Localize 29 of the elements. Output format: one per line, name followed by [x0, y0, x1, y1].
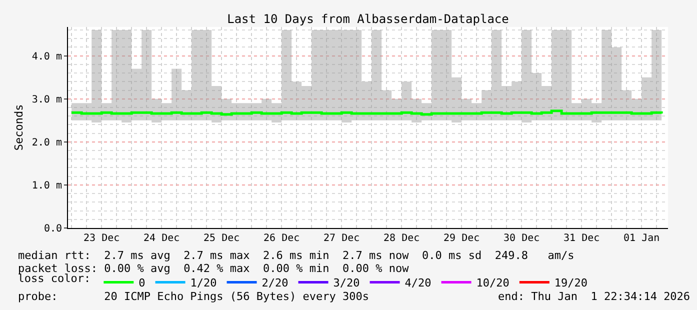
x-tick-label: 01 Jan: [624, 233, 660, 244]
x-tick-label: 30 Dec: [504, 233, 540, 244]
text: end: Thu Jan 1 22:34:14 2026: [498, 290, 690, 303]
y-tick-label: 1.0 m: [32, 180, 62, 192]
x-tick-label: 31 Dec: [564, 233, 600, 244]
legend-label: 10/20: [476, 276, 510, 290]
x-tick-label: 26 Dec: [264, 233, 300, 244]
legend-label: 2/20: [262, 276, 288, 290]
legend-title: loss color:: [18, 272, 91, 286]
y-tick-label: 4.0 m: [32, 51, 62, 62]
x-tick-label: 25 Dec: [204, 233, 240, 244]
x-tick-label: 29 Dec: [444, 233, 480, 244]
y-tick-label: 2.0 m: [32, 137, 62, 148]
x-tick-label: 27 Dec: [324, 233, 360, 244]
legend-label: 4/20: [404, 276, 432, 290]
x-tick-label: 23 Dec: [84, 233, 120, 244]
x-tick-label: 24 Dec: [144, 233, 180, 244]
y-tick-label: 3.0 m: [32, 94, 62, 106]
text: packet loss: 0.00 % avg 0.42 % max 0.00 % min 0.00 % now: [18, 262, 410, 275]
legend-label: 3/20: [333, 276, 360, 290]
legend-label: 0: [138, 276, 146, 290]
text: probe: 20 ICMP Echo Pings (56 Bytes) every 300s: [18, 290, 369, 303]
legend-label: 1/20: [190, 276, 217, 290]
chart-title: Last 10 Days from Albasserdam-Dataplace: [227, 12, 509, 26]
text: median rtt: 2.7 ms avg 2.7 ms max 2.6 ms min 2.7 ms now 0.0 ms sd 249.8 am/s: [18, 249, 574, 262]
legend-label: 19/20: [554, 276, 588, 290]
y-axis-title: Seconds: [12, 104, 26, 151]
y-tick-label: 0.0: [44, 224, 62, 234]
x-tick-label: 28 Dec: [384, 233, 420, 244]
